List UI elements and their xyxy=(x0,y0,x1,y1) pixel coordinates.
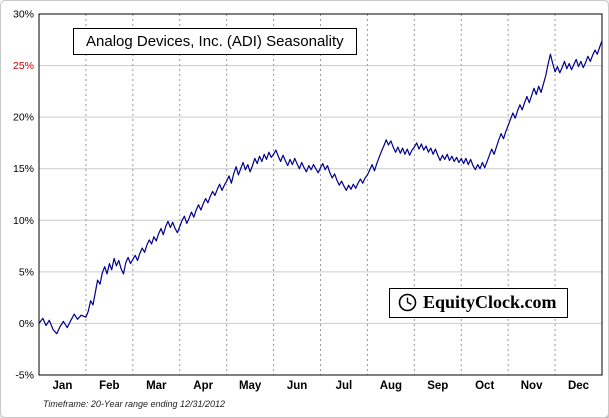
y-tick-label: 25% xyxy=(13,60,34,72)
x-month-label: Mar xyxy=(146,380,167,392)
x-month-label: Aug xyxy=(380,380,402,392)
y-tick-label: 10% xyxy=(13,215,34,227)
y-tick-label: 20% xyxy=(13,112,34,124)
x-month-label: Jun xyxy=(287,380,307,392)
clock-icon xyxy=(398,293,417,312)
x-month-label: Sep xyxy=(427,380,448,392)
chart-title: Analog Devices, Inc. (ADI) Seasonality xyxy=(86,33,344,50)
watermark-box: EquityClock.com xyxy=(389,288,568,318)
watermark-text: EquityClock.com xyxy=(423,292,557,312)
timeframe-note: Timeframe: 20-Year range ending 12/31/20… xyxy=(43,399,226,409)
x-month-label: Nov xyxy=(521,380,543,392)
y-tick-label: 30% xyxy=(13,9,34,21)
x-month-label: Jul xyxy=(336,380,353,392)
y-tick-label: 5% xyxy=(19,266,34,278)
x-month-label: Oct xyxy=(475,380,494,392)
plot-border xyxy=(38,13,603,376)
seasonality-series xyxy=(38,40,603,335)
x-month-label: Feb xyxy=(99,380,119,392)
x-month-label: Jan xyxy=(53,380,73,392)
y-tick-label: 0% xyxy=(19,318,34,330)
y-tick-label: -5% xyxy=(15,370,34,382)
x-month-label: May xyxy=(239,380,262,392)
chart-title-box: Analog Devices, Inc. (ADI) Seasonality xyxy=(73,28,357,55)
x-month-label: Dec xyxy=(568,380,590,392)
x-month-label: Apr xyxy=(193,380,213,392)
y-tick-label: 15% xyxy=(13,163,34,175)
